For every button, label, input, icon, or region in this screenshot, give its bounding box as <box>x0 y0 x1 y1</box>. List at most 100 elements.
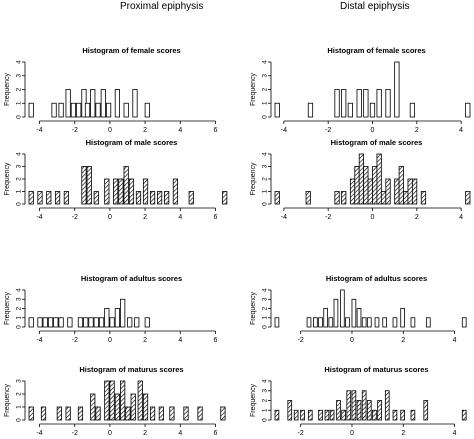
histogram-bar <box>158 406 164 421</box>
histogram-bar <box>37 191 43 205</box>
histogram-bar <box>392 317 398 328</box>
histogram-bar <box>144 317 150 328</box>
panel-title: Histogram of adultus scores <box>81 274 182 283</box>
histogram-bar <box>423 400 429 421</box>
histogram-bar <box>88 317 94 328</box>
histogram-bar <box>410 317 416 328</box>
histogram-bar <box>305 191 311 205</box>
x-tick-label: -4 <box>36 214 42 221</box>
x-tick-label: 2 <box>143 127 147 134</box>
histogram-bar <box>341 89 347 118</box>
x-tick-label: 4 <box>178 337 182 344</box>
x-tick-label: 4 <box>178 214 182 221</box>
histogram-bar <box>300 409 305 421</box>
histogram-bar <box>51 102 57 118</box>
histogram-bar <box>377 400 382 421</box>
x-tick-label: 4 <box>178 127 182 134</box>
column-title-proximal: Proximal epiphysis <box>120 1 204 12</box>
histogram-bar <box>346 390 352 421</box>
x-tick-label: -2 <box>325 127 331 134</box>
x-tick-label: 4 <box>453 430 457 437</box>
x-tick-label: -4 <box>36 127 42 134</box>
x-tick-label: -2 <box>72 337 78 344</box>
histogram-panel: Histogram of adultus scores Frequency -2 0 2… <box>250 274 467 344</box>
x-tick-label: 2 <box>143 214 147 221</box>
x-tick-label: 0 <box>350 430 354 437</box>
histogram-bar <box>93 317 99 328</box>
histogram-bar <box>105 102 112 118</box>
x-tick-label: 0 <box>108 337 112 344</box>
y-tick-label: 2 <box>16 87 23 91</box>
y-tick-label: 2 <box>262 177 269 181</box>
y-tick-label: 3 <box>16 74 23 78</box>
x-tick-label: 2 <box>401 430 405 437</box>
histogram-bar <box>356 400 362 421</box>
y-tick-label: 3 <box>262 74 269 78</box>
histogram-panel: Histogram of male scores Frequency -4 -2 0 2 4… <box>250 138 471 221</box>
histogram-bar <box>409 102 416 118</box>
y-tick-label: 1 <box>16 405 23 409</box>
y-tick-label: 1 <box>16 101 23 105</box>
histogram-bar <box>109 380 115 421</box>
histogram-bar <box>142 393 149 421</box>
histogram-bar <box>120 298 126 328</box>
panel-title: Histogram of female scores <box>327 46 425 55</box>
histogram-bar <box>363 166 369 205</box>
x-tick-label: -2 <box>72 430 78 437</box>
histogram-bar <box>100 89 106 118</box>
x-tick-label: -2 <box>72 214 78 221</box>
histogram-bar <box>169 406 175 421</box>
histogram-bar <box>351 298 357 328</box>
histogram-bar <box>183 406 189 421</box>
column-title-distal: Distal epiphysis <box>340 1 410 12</box>
y-tick-label: 4 <box>262 152 269 156</box>
x-tick-label: 0 <box>108 430 112 437</box>
histogram-bar <box>93 191 99 205</box>
histogram-bar <box>392 409 398 421</box>
histogram-bar <box>98 317 105 328</box>
y-axis-label: Frequency <box>250 291 257 325</box>
y-tick-label: 4 <box>16 152 23 156</box>
histogram-bar <box>134 317 140 328</box>
histogram-bar <box>125 406 131 421</box>
x-tick-label: 2 <box>401 337 405 344</box>
histogram-bar <box>274 102 280 118</box>
histogram-bar <box>358 153 365 205</box>
panel-title: Histogram of adultus scores <box>326 274 427 283</box>
y-tick-label: 3 <box>262 389 269 393</box>
histogram-bar <box>356 89 362 118</box>
histogram-bar <box>287 400 293 421</box>
histogram-bar <box>118 178 124 205</box>
histogram-bar <box>90 393 96 421</box>
panel-title: Histogram of maturus scores <box>324 365 428 374</box>
y-tick-label: 2 <box>262 306 269 310</box>
x-tick-label: -2 <box>298 430 304 437</box>
histogram-bar <box>77 406 84 421</box>
x-tick-label: 2 <box>143 430 147 437</box>
histogram-bar <box>188 191 194 205</box>
histogram-bar <box>132 89 138 118</box>
y-axis-label: Frequency <box>4 291 11 325</box>
histogram-bar <box>172 178 179 205</box>
histogram-bar <box>324 409 330 421</box>
histogram-bar <box>76 102 82 118</box>
histogram-bar <box>128 178 135 205</box>
histogram-bar <box>65 406 71 421</box>
histogram-bar <box>81 166 87 205</box>
histogram-bar <box>380 191 387 205</box>
histogram-bar <box>28 102 34 118</box>
histogram-bar <box>120 380 126 421</box>
y-tick-label: 4 <box>262 288 269 292</box>
histogram-bar <box>77 317 84 328</box>
x-tick-label: 0 <box>371 127 375 134</box>
histogram-bar <box>403 191 409 205</box>
y-tick-label: 0 <box>262 418 269 422</box>
x-tick-label: -4 <box>36 430 42 437</box>
histogram-bar <box>366 317 372 328</box>
histogram-bar <box>274 317 280 328</box>
histogram-bar <box>144 102 150 118</box>
histogram-bar <box>95 406 101 421</box>
histogram-bar <box>400 308 405 328</box>
histogram-bar <box>130 393 136 421</box>
x-tick-label: 4 <box>453 337 457 344</box>
